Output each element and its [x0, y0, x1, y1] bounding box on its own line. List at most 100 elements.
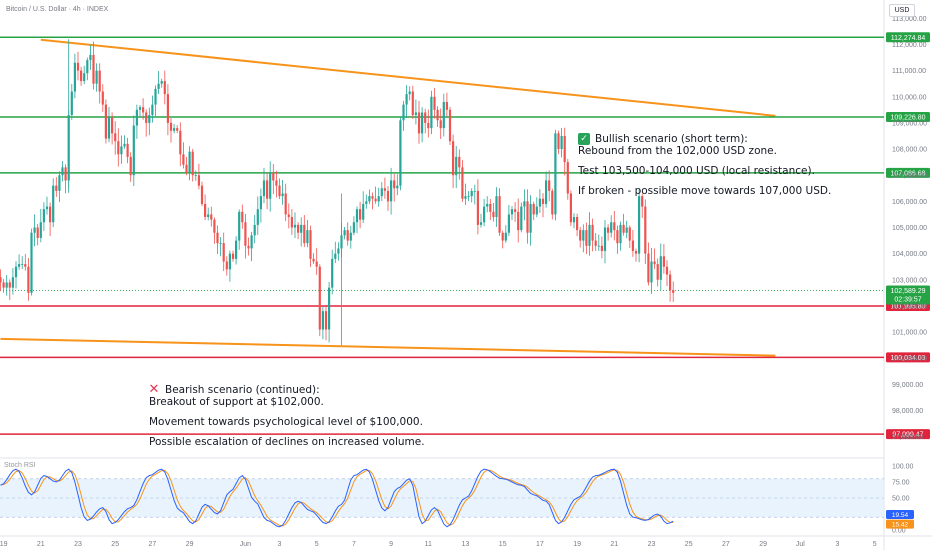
bearish-title: Bearish scenario (continued): — [165, 384, 320, 396]
rsi-tick-label: 75.00 — [892, 480, 910, 487]
trendlines[interactable] — [0, 38, 776, 357]
candle-body — [616, 230, 619, 244]
candle-body — [414, 112, 417, 116]
candle-body — [377, 196, 380, 202]
candle-body — [73, 62, 76, 92]
candle-body — [194, 175, 197, 177]
candle-body — [501, 232, 504, 241]
horizontal-levels[interactable]: 112,274.84 109,226.80 107,086.68 101,995.80… — [0, 32, 930, 440]
candle-body — [14, 266, 18, 278]
candle-body — [315, 261, 318, 267]
candle-body — [213, 219, 216, 233]
candle-body — [18, 264, 21, 267]
candle-body — [222, 243, 225, 262]
candle-body — [306, 230, 309, 244]
price-axis[interactable]: 113,000.00 112,000.00 111,000.00 110,000.00… — [892, 16, 927, 441]
candle-body — [613, 222, 616, 231]
candle-body — [297, 224, 300, 233]
candle-body — [185, 164, 188, 173]
candle-body — [591, 224, 594, 241]
candle-body — [517, 211, 520, 231]
price-tick-label: 110,000.00 — [892, 94, 927, 101]
candle-body — [653, 261, 656, 265]
rsi-tick-label: 0.00 — [892, 528, 906, 535]
candle-body — [151, 104, 154, 116]
candle-body — [129, 156, 132, 176]
candle-body — [532, 203, 535, 215]
candle-body — [638, 196, 641, 254]
rsi-value-tag — [886, 509, 914, 519]
candle-body — [411, 91, 414, 116]
rsi-d-line — [0, 469, 674, 527]
candle-body — [231, 253, 235, 259]
currency-selector[interactable]: USD — [889, 4, 915, 17]
candle-body — [244, 222, 247, 246]
candle-body — [135, 109, 138, 126]
candle-body — [11, 277, 14, 288]
time-tick-label: 27 — [149, 541, 157, 548]
bearish-annotation[interactable]: ✕ Bearish scenario (continued): Breakout… — [149, 383, 425, 448]
candle-body — [120, 146, 123, 155]
time-tick-label: Jun — [240, 541, 251, 548]
candle-body — [479, 222, 483, 225]
candle-body — [293, 224, 297, 228]
candle-body — [538, 198, 541, 207]
candle-body — [80, 70, 83, 82]
candle-body — [0, 277, 2, 283]
candle-body — [278, 185, 281, 197]
candle-body — [281, 193, 284, 197]
candle-body — [188, 151, 191, 173]
time-tick-label: 3 — [836, 541, 840, 548]
candle-body — [473, 190, 476, 192]
countdown-label: 02:39:57 — [894, 297, 921, 304]
candle-body — [86, 60, 89, 74]
candle-body — [458, 156, 461, 168]
candle-body — [535, 206, 538, 215]
candle-body — [569, 193, 572, 223]
price-tick-label: 105,000.00 — [892, 225, 927, 232]
candle-body — [163, 81, 166, 95]
candle-body — [111, 117, 114, 134]
candle-body — [520, 206, 523, 231]
candle-body — [541, 198, 545, 204]
time-tick-label: 25 — [111, 541, 119, 548]
price-tick-label: 99,000.00 — [892, 382, 923, 389]
candle-body — [368, 196, 371, 202]
candle-body — [324, 311, 328, 330]
rsi-value-tag — [886, 519, 914, 529]
candle-body — [275, 180, 278, 186]
candle-body — [371, 196, 374, 199]
candle-body — [8, 282, 11, 288]
time-axis[interactable]: 19 21 23 25 27 29 Jun 3 5 7 9 11 13 15 17 19 21 23 25 27 29 J… — [0, 541, 877, 548]
candle-body — [386, 190, 390, 202]
candle-body — [545, 180, 548, 204]
candle-body — [399, 120, 402, 186]
candle-body — [55, 185, 58, 191]
candle-body — [380, 188, 383, 197]
price-tick-label: 112,000.00 — [892, 42, 927, 49]
candle-body — [402, 104, 405, 121]
candle-body — [551, 190, 554, 215]
candle-body — [142, 107, 145, 113]
candle-body — [89, 54, 92, 61]
candle-body — [200, 185, 204, 204]
time-tick-label: 27 — [722, 541, 730, 548]
candle-body — [166, 94, 169, 123]
stoch-rsi-label: Stoch RSI — [4, 462, 36, 469]
candle-body — [126, 143, 129, 157]
candle-body — [70, 91, 73, 116]
candle-body — [210, 214, 213, 220]
bullish-annotation[interactable]: ✓ Bullish scenario (short term): Rebound… — [578, 133, 831, 197]
candle-body — [476, 190, 479, 225]
candle-body — [461, 167, 464, 199]
candle-body — [374, 198, 377, 202]
candle-body — [405, 94, 408, 105]
candle-body — [647, 253, 650, 283]
candle-body — [290, 217, 293, 228]
rsi-k-line — [0, 468, 674, 528]
candle-body — [238, 211, 241, 241]
candle-body — [433, 96, 436, 110]
candle-body — [625, 227, 628, 233]
